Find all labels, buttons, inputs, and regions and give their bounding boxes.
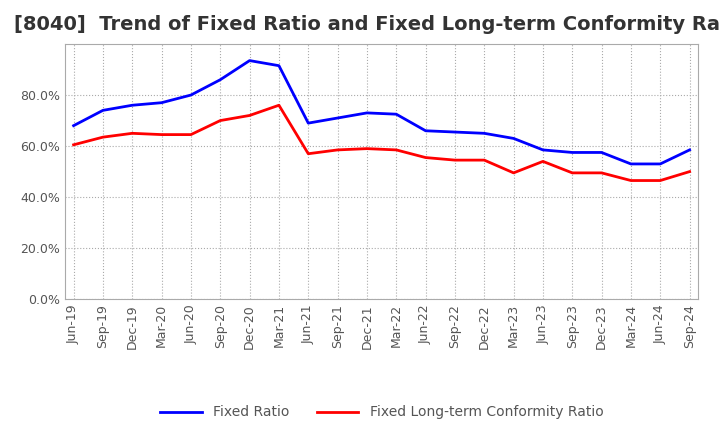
- Line: Fixed Ratio: Fixed Ratio: [73, 61, 690, 164]
- Fixed Ratio: [598, 150, 606, 155]
- Fixed Long-term Conformity Ratio: [333, 147, 342, 153]
- Fixed Ratio: [656, 161, 665, 167]
- Fixed Ratio: [685, 147, 694, 153]
- Fixed Ratio: [69, 123, 78, 128]
- Fixed Ratio: [216, 77, 225, 82]
- Fixed Long-term Conformity Ratio: [421, 155, 430, 160]
- Fixed Ratio: [539, 147, 547, 153]
- Fixed Long-term Conformity Ratio: [246, 113, 254, 118]
- Fixed Ratio: [363, 110, 372, 116]
- Fixed Long-term Conformity Ratio: [69, 142, 78, 147]
- Fixed Ratio: [392, 111, 400, 117]
- Fixed Ratio: [274, 63, 283, 68]
- Fixed Ratio: [451, 129, 459, 135]
- Fixed Ratio: [509, 136, 518, 141]
- Fixed Long-term Conformity Ratio: [128, 131, 137, 136]
- Fixed Ratio: [480, 131, 489, 136]
- Fixed Ratio: [626, 161, 635, 167]
- Title: [8040]  Trend of Fixed Ratio and Fixed Long-term Conformity Ratio: [8040] Trend of Fixed Ratio and Fixed Lo…: [14, 15, 720, 34]
- Line: Fixed Long-term Conformity Ratio: Fixed Long-term Conformity Ratio: [73, 105, 690, 180]
- Fixed Ratio: [157, 100, 166, 105]
- Fixed Ratio: [99, 108, 107, 113]
- Legend: Fixed Ratio, Fixed Long-term Conformity Ratio: Fixed Ratio, Fixed Long-term Conformity …: [154, 400, 609, 425]
- Fixed Ratio: [421, 128, 430, 133]
- Fixed Long-term Conformity Ratio: [304, 151, 312, 156]
- Fixed Ratio: [128, 103, 137, 108]
- Fixed Ratio: [246, 58, 254, 63]
- Fixed Ratio: [304, 121, 312, 126]
- Fixed Ratio: [568, 150, 577, 155]
- Fixed Long-term Conformity Ratio: [539, 159, 547, 164]
- Fixed Long-term Conformity Ratio: [186, 132, 195, 137]
- Fixed Long-term Conformity Ratio: [626, 178, 635, 183]
- Fixed Long-term Conformity Ratio: [568, 170, 577, 176]
- Fixed Long-term Conformity Ratio: [392, 147, 400, 153]
- Fixed Long-term Conformity Ratio: [480, 158, 489, 163]
- Fixed Long-term Conformity Ratio: [99, 135, 107, 140]
- Fixed Long-term Conformity Ratio: [274, 103, 283, 108]
- Fixed Ratio: [186, 92, 195, 98]
- Fixed Long-term Conformity Ratio: [451, 158, 459, 163]
- Fixed Long-term Conformity Ratio: [685, 169, 694, 174]
- Fixed Ratio: [333, 115, 342, 121]
- Fixed Long-term Conformity Ratio: [656, 178, 665, 183]
- Fixed Long-term Conformity Ratio: [509, 170, 518, 176]
- Fixed Long-term Conformity Ratio: [157, 132, 166, 137]
- Fixed Long-term Conformity Ratio: [598, 170, 606, 176]
- Fixed Long-term Conformity Ratio: [216, 118, 225, 123]
- Fixed Long-term Conformity Ratio: [363, 146, 372, 151]
